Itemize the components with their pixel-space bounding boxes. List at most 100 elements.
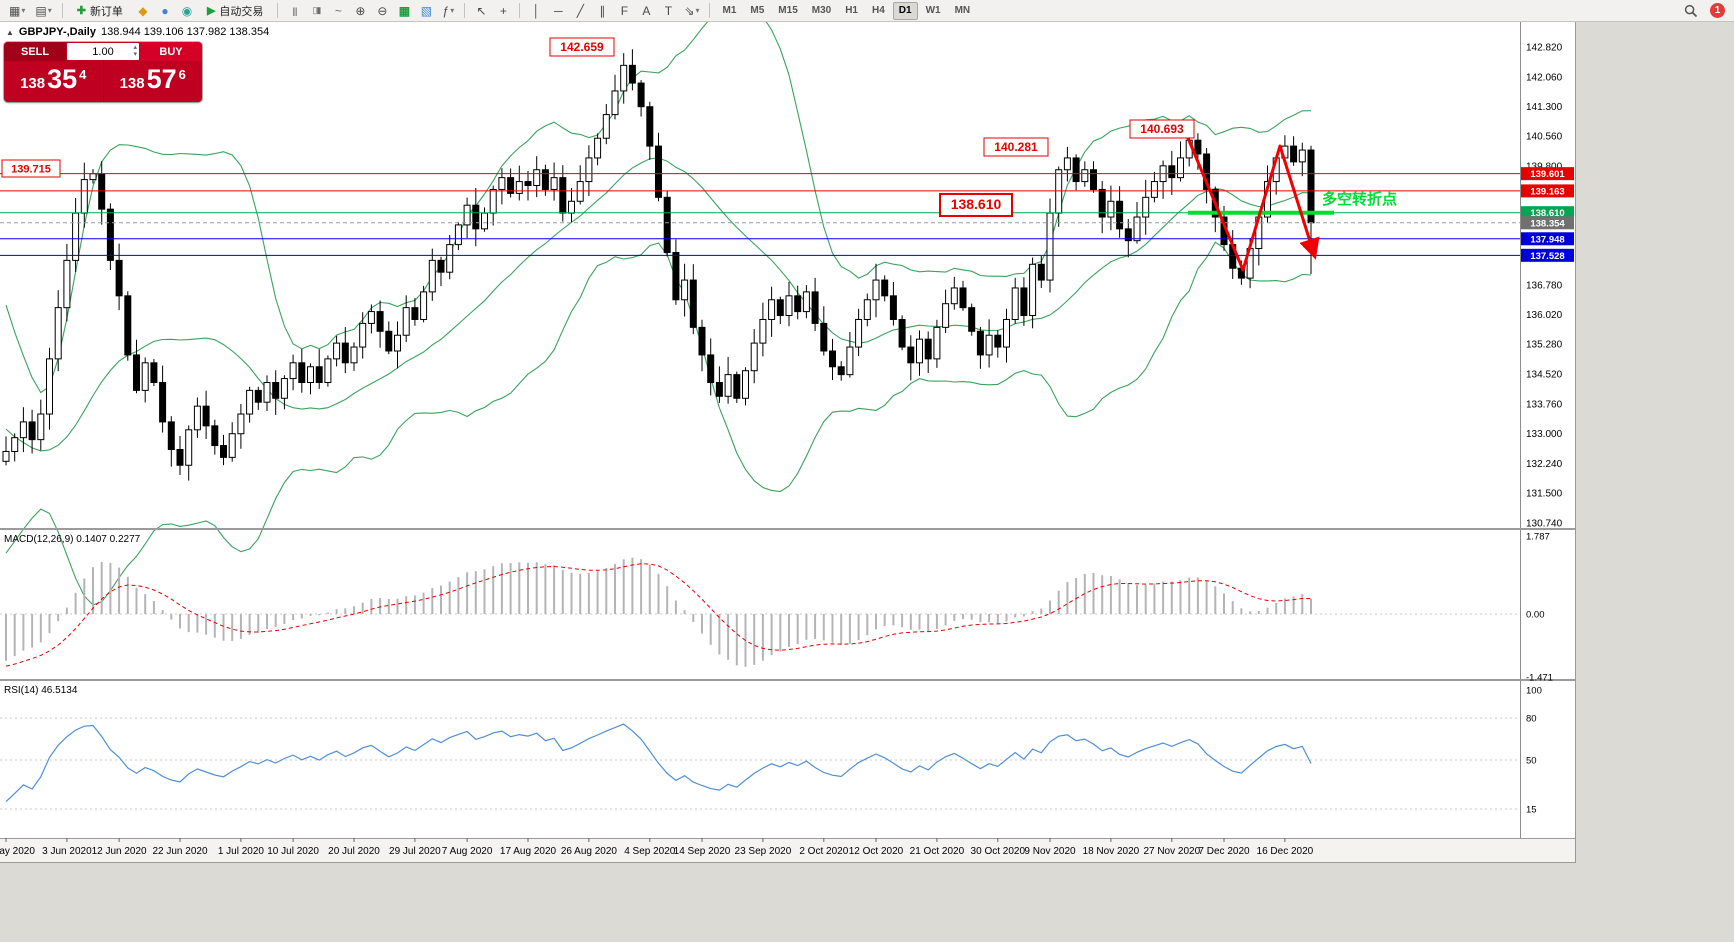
timeframe-m30-button[interactable]: M30 [811, 5, 832, 16]
price-axis-label: 139.800 [1526, 161, 1563, 172]
macd-panel: MACD(12,26,9) 0.1407 0.2277 1.787 0.00 -1.4… [0, 532, 1553, 684]
chevron-down-icon: ▾ [450, 6, 455, 15]
chart-canvas[interactable]: 142.659 140.281 140.693 138.610 139.715 多空转折点… [0, 22, 1575, 862]
timeframe-d1-button[interactable]: D1 [892, 1, 918, 20]
annotation-box[interactable] [983, 137, 1049, 157]
toolbar-separator [61, 3, 63, 18]
rsi-panel: RSI(14) 46.5134 100 80 50 15 [0, 685, 1542, 816]
collapse-one-click-icon[interactable]: ▲ [6, 27, 14, 37]
price-axis-label: 133.000 [1526, 429, 1563, 440]
date-label: 18 Nov 2020 [1083, 846, 1140, 857]
vps-button[interactable]: ◉ [177, 2, 197, 20]
price-axis-label: 142.060 [1526, 72, 1563, 83]
signals-icon: ● [161, 3, 169, 18]
volume-up-icon[interactable]: ▴ [133, 44, 137, 51]
sell-price-display[interactable]: 138 35 4 [4, 61, 103, 102]
price-tag [1521, 232, 1574, 246]
volume-spinner[interactable]: 1.00 ▴ ▾ [67, 43, 139, 60]
annotation-box[interactable] [1, 159, 61, 178]
cursor-tool-button[interactable]: ↖ [471, 2, 491, 20]
sell-price-fraction: 4 [79, 67, 87, 82]
timeframe-m1-button[interactable]: M1 [722, 5, 737, 16]
sell-button[interactable]: SELL [4, 42, 66, 61]
arrows-tool-button[interactable]: ⇘ ▾ [680, 2, 703, 20]
new-chart-button[interactable]: ▦ ▾ [5, 2, 29, 20]
date-label: 9 Nov 2020 [1024, 846, 1076, 857]
signals-button[interactable]: ● [155, 2, 175, 20]
profiles-button[interactable]: ▤ ▾ [31, 2, 55, 20]
buy-price-pips: 57 [146, 64, 177, 94]
timeframe-h1-button[interactable]: H1 [845, 5, 858, 16]
date-label: 14 Sep 2020 [674, 846, 731, 857]
indicators-button[interactable]: ƒ ▾ [438, 2, 458, 20]
rsi-scale-label: 100 [1526, 686, 1542, 697]
tile-windows-button[interactable]: ▦ [394, 2, 414, 20]
sell-price-pips: 35 [47, 64, 78, 94]
timeframe-h4-button[interactable]: H4 [872, 5, 885, 16]
toolbar-separator [709, 3, 711, 18]
svg-text:139.601: 139.601 [1530, 169, 1565, 180]
fibonacci-icon: F [620, 3, 629, 18]
panel-separators[interactable] [0, 528, 1575, 839]
price-axis-label: 142.820 [1526, 42, 1563, 53]
vertical-line-tool-button[interactable]: │ [526, 2, 546, 20]
buy-price-display[interactable]: 138 57 6 [102, 61, 203, 102]
annotation-box[interactable] [939, 193, 1013, 217]
chevron-down-icon: ▾ [47, 6, 52, 15]
annotation-box[interactable] [549, 37, 615, 57]
autotrading-button[interactable]: ▶ 自动交易 [199, 2, 271, 20]
notifications-button[interactable]: 1 [1710, 3, 1725, 18]
text-tool-button[interactable]: A [636, 2, 656, 20]
fibonacci-tool-button[interactable]: F [614, 2, 634, 20]
crosshair-tool-button[interactable]: + [493, 2, 513, 20]
price-axis-label: 140.560 [1526, 131, 1563, 142]
zoom-out-button[interactable]: ⊖ [372, 2, 392, 20]
horizontal-line-tool-button[interactable]: ─ [548, 2, 568, 20]
chevron-down-icon: ▾ [695, 6, 700, 15]
date-label: 30 Oct 2020 [971, 846, 1026, 857]
zoom-in-button[interactable]: ⊕ [350, 2, 370, 20]
price-axis-label: 134.520 [1526, 369, 1563, 380]
date-label: 12 Jun 2020 [92, 846, 147, 857]
channel-tool-button[interactable]: ∥ [592, 2, 612, 20]
rsi-scale-label: 80 [1526, 714, 1537, 725]
line-chart-icon: ~ [334, 3, 342, 18]
annotation-box[interactable] [1129, 119, 1195, 139]
date-label: 4 Sep 2020 [624, 846, 676, 857]
label-tool-button[interactable]: T [658, 2, 678, 20]
trend-arrow[interactable] [1186, 137, 1320, 272]
new-chart-icon: ▦ [9, 3, 21, 18]
autotrading-play-icon: ▶ [206, 5, 216, 17]
annotation-text: 142.659 [560, 40, 604, 54]
chart-window: 142.659 140.281 140.693 138.610 139.715 多空转折点… [0, 22, 1576, 863]
date-label: 25 May 2020 [0, 846, 35, 857]
turning-point-label[interactable]: 多空转折点 [1322, 190, 1397, 208]
mql5-market-button[interactable]: ◆ [133, 2, 153, 20]
timeframe-m5-button[interactable]: M5 [750, 5, 765, 16]
trendline-tool-button[interactable]: ╱ [570, 2, 590, 20]
rsi-line [5, 723, 1312, 803]
buy-button[interactable]: BUY [140, 42, 202, 61]
candle-chart-mode-button[interactable]: ▯▮ [306, 2, 326, 20]
annotations[interactable]: 142.659 140.281 140.693 138.610 139.715 多空转折点 [1, 37, 1397, 217]
text-tool-icon: A [642, 3, 651, 18]
search-button[interactable] [1680, 2, 1702, 20]
level-lines[interactable] [0, 173, 1520, 256]
timeframe-mn-button[interactable]: MN [954, 5, 971, 16]
new-order-icon: ✚ [76, 5, 86, 17]
timeframe-w1-button[interactable]: W1 [925, 5, 941, 16]
cascade-windows-button[interactable]: ▧ [416, 2, 436, 20]
line-chart-mode-button[interactable]: ~ [328, 2, 348, 20]
date-label: 10 Jul 2020 [267, 846, 319, 857]
price-axis-label: 132.240 [1526, 459, 1563, 470]
timeframe-m15-button[interactable]: M15 [778, 5, 798, 16]
bar-chart-mode-button[interactable]: ||| [284, 2, 304, 20]
price-scale[interactable]: 142.820 142.060 141.300 140.560 139.800 136.7… [1520, 22, 1575, 838]
price-tag [1521, 167, 1574, 181]
candle-chart-icon: ▯▮ [312, 5, 321, 15]
new-order-button[interactable]: ✚ 新订单 [69, 2, 131, 20]
sell-price-main: 138 [20, 75, 46, 92]
volume-down-icon[interactable]: ▾ [133, 51, 137, 58]
bollinger-lower-band [5, 241, 1312, 606]
